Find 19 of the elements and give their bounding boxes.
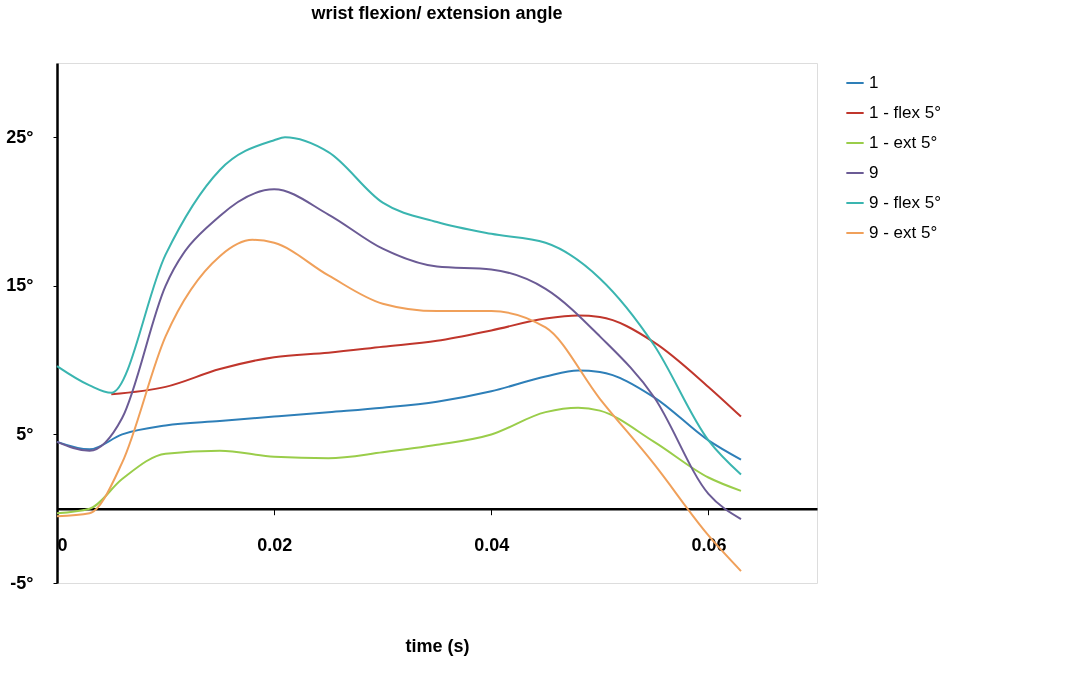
legend-label: 9 - ext 5° — [869, 223, 938, 242]
legend-label: 9 - flex 5° — [869, 193, 941, 212]
x-tick-label: 0.02 — [257, 535, 293, 556]
legend-label: 1 - ext 5° — [869, 133, 938, 152]
line-series — [110, 314, 742, 418]
line-series — [56, 238, 742, 573]
line-series — [56, 406, 742, 515]
legend-label: 9 — [869, 163, 879, 182]
line-series — [56, 136, 742, 476]
y-tick-label: 5° — [16, 423, 34, 444]
y-tick-label: 15° — [6, 275, 34, 296]
x-axis-title: time (s) — [405, 635, 470, 656]
legend-label: 1 - flex 5° — [869, 103, 941, 122]
line-series — [56, 188, 742, 521]
y-tick-label: 25° — [6, 126, 34, 147]
y-tick-label: -5° — [10, 572, 34, 593]
chart-title: wrist flexion/ extension angle — [310, 3, 563, 23]
legend-label: 1 — [869, 73, 879, 92]
x-tick-label: 0.04 — [474, 535, 510, 556]
